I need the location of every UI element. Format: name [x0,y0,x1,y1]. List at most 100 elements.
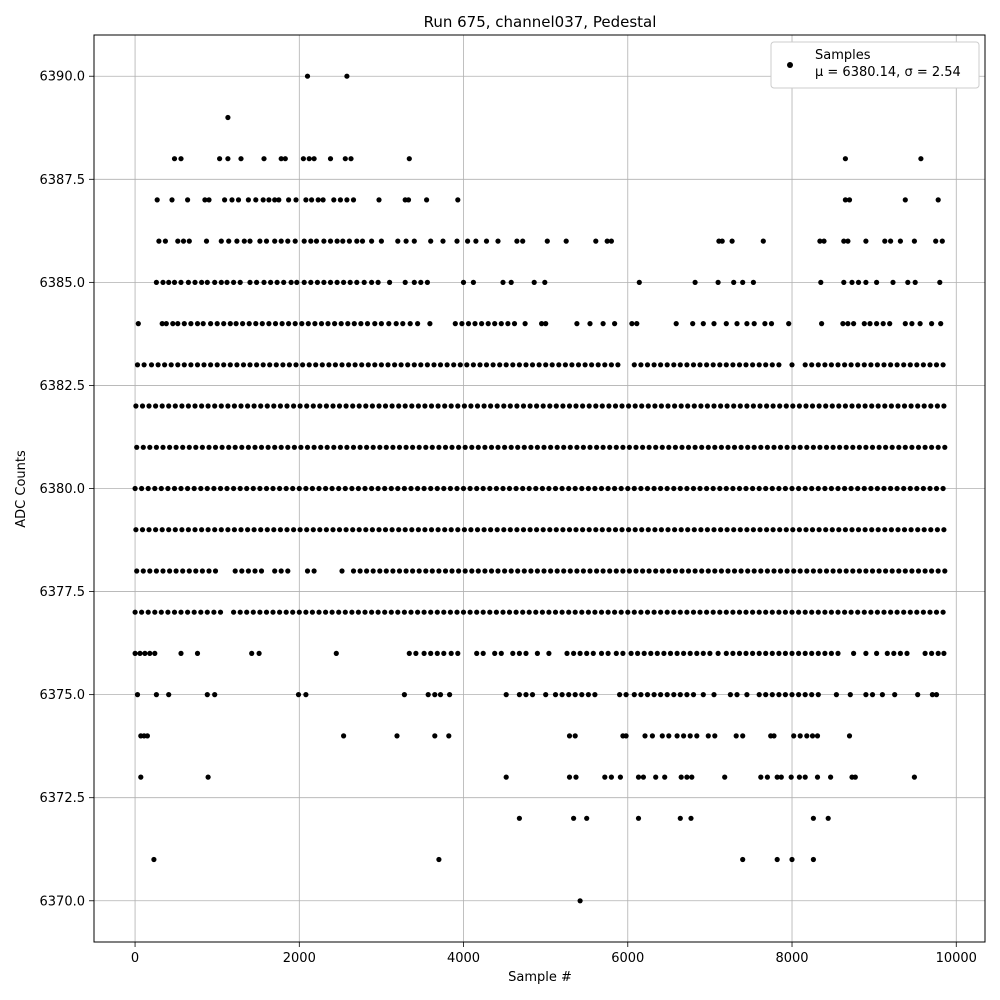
data-point [901,485,907,492]
data-point [633,568,639,574]
data-point [841,238,847,244]
data-point [736,362,743,368]
data-point [892,692,898,698]
data-point [339,568,345,574]
data-point [927,609,933,615]
data-point [598,609,605,615]
data-point [365,362,371,368]
data-point [553,403,559,409]
data-point [140,444,146,450]
data-point [441,650,447,657]
data-point [789,609,795,615]
data-point [212,444,219,450]
data-point [146,403,152,409]
data-point [789,362,795,368]
data-point [232,568,238,574]
data-point [401,692,407,698]
data-point [495,444,501,450]
data-point [449,568,455,574]
data-point [585,692,592,698]
data-point [276,197,282,203]
data-point [942,444,948,450]
data-point [861,321,867,327]
data-point [764,403,770,409]
data-point [361,279,367,285]
data-point [351,321,357,327]
data-point [387,279,393,285]
legend-marker [787,62,793,68]
data-point [922,444,928,450]
data-point [237,279,243,285]
data-point [147,650,153,657]
data-point [743,609,749,615]
data-point [612,485,618,492]
data-point [574,444,580,450]
data-point [153,444,159,450]
data-point [170,321,176,327]
data-point [278,156,284,162]
data-point [640,444,646,450]
data-points [132,73,948,904]
data-point [679,444,685,450]
data-point [415,527,421,533]
data-point [852,774,858,780]
data-point [777,444,784,450]
data-point [185,197,191,203]
data-point [602,774,608,780]
data-point [776,485,782,492]
data-point [226,444,232,450]
data-point [470,362,476,368]
data-point [185,403,191,409]
data-point [217,485,224,492]
data-point [842,403,849,409]
data-point [711,403,717,409]
data-point [337,444,343,450]
data-point [863,279,869,285]
data-point [212,527,218,533]
data-point [562,362,569,368]
data-point [705,444,711,450]
data-point [653,568,659,574]
y-tick-label: 6387.5 [40,173,86,188]
data-point [156,238,162,244]
data-point [336,485,342,492]
data-point [372,321,378,327]
data-point [730,485,736,492]
data-point [717,485,723,492]
data-point [311,444,317,450]
data-point [769,362,775,368]
data-point [750,527,757,533]
data-point [254,279,260,285]
data-point [897,238,904,244]
data-point [245,197,251,203]
data-point [498,650,504,657]
data-point [217,156,223,162]
data-point [212,403,218,409]
data-point [348,156,354,162]
data-point [546,609,552,615]
data-point [436,568,442,574]
data-point [428,485,434,492]
data-point [462,568,468,574]
data-point [804,444,810,450]
data-point [909,444,915,450]
y-tick-label: 6375.0 [40,688,86,703]
data-point [782,650,789,657]
data-point [802,650,808,657]
data-point [710,362,716,368]
data-point [830,568,836,574]
data-point [890,279,896,285]
data-point [560,403,566,409]
data-point [237,485,243,492]
data-point [142,650,148,657]
data-point [546,485,552,492]
data-point [845,238,851,244]
data-point [856,444,863,450]
data-point [736,485,743,492]
data-point [939,238,945,244]
data-point [250,485,256,492]
data-point [607,444,613,450]
data-point [678,774,684,780]
data-point [514,527,520,533]
data-point [231,527,237,533]
